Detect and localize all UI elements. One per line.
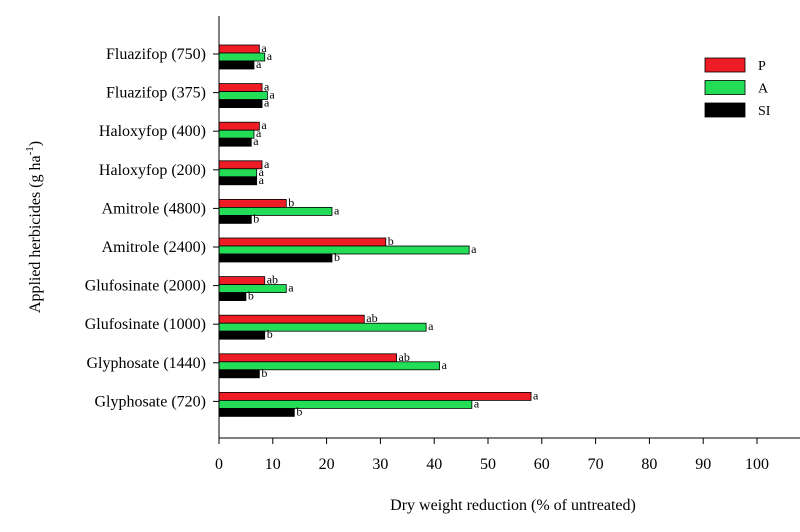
x-tick-label: 0 <box>215 456 223 473</box>
significance-letter: a <box>253 134 259 148</box>
bar-p <box>218 44 260 54</box>
bar-si <box>218 176 258 186</box>
bar-p <box>218 160 263 170</box>
axes <box>218 16 800 439</box>
significance-letter: b <box>248 289 254 303</box>
category-label: Haloxyfop (200) <box>99 162 206 179</box>
significance-letter: a <box>259 173 265 187</box>
significance-letter: b <box>296 404 302 418</box>
significance-letter: ab <box>399 350 410 364</box>
bar-p <box>218 353 397 363</box>
bars <box>218 44 532 417</box>
bar-p <box>218 276 266 286</box>
bar-si <box>218 137 252 147</box>
significance-letter: ab <box>366 311 377 325</box>
significance-letter: a <box>288 281 294 295</box>
bar-si <box>218 214 252 224</box>
significance-letter: a <box>256 57 262 71</box>
significance-letter: a <box>269 88 275 102</box>
category-labels: Fluazifop (750) Fluazifop (375) Haloxyfop … <box>85 46 219 410</box>
bar-p <box>218 121 260 131</box>
category-label: Fluazifop (750) <box>106 46 206 63</box>
significance-letter: a <box>256 126 262 140</box>
bar-a <box>218 91 268 100</box>
y-axis-title-close: ) <box>27 141 44 146</box>
bar-p <box>218 314 365 324</box>
significance-letter: b <box>253 211 259 225</box>
significance-letter: a <box>471 242 477 256</box>
bar-p <box>218 237 387 247</box>
significance-letter: a <box>334 203 340 217</box>
significance-letter: a <box>267 49 273 63</box>
bar-si <box>218 99 263 108</box>
category-label: Glufosinate (2000) <box>85 278 206 295</box>
significance-letter: a <box>264 80 270 94</box>
category-label: Haloxyfop (400) <box>99 123 206 140</box>
bar-a <box>218 245 470 255</box>
category-label: Amitrole (4800) <box>102 200 206 217</box>
legend-swatch-a <box>704 80 746 95</box>
legend-label-a: A <box>758 82 769 97</box>
bar-si <box>218 253 333 263</box>
legend: PA SI <box>704 57 771 119</box>
bar-si <box>218 330 266 340</box>
significance-letter: a <box>259 165 265 179</box>
bar-si <box>218 369 260 379</box>
bar-p <box>218 83 263 92</box>
y-axis-title-superscript: -1 <box>24 146 36 155</box>
bar-si <box>218 60 255 70</box>
significance-letter: b <box>261 366 267 380</box>
bar-p <box>218 198 287 208</box>
bar-a <box>218 168 258 178</box>
significance-letter: a <box>261 118 267 132</box>
bar-a <box>218 399 473 409</box>
significance-letter: a <box>442 358 448 372</box>
significance-letter: a <box>261 41 267 55</box>
x-ticks: 0 10 20 30 40 50 60 70 80 90 100 <box>215 438 769 473</box>
significance-letter: a <box>474 396 480 410</box>
x-tick-label: 90 <box>695 456 711 473</box>
significance-letter: ab <box>267 273 278 287</box>
legend-swatch-si <box>704 102 746 118</box>
significance-letter: a <box>264 157 270 171</box>
bar-a <box>218 206 333 216</box>
bar-si <box>218 292 247 302</box>
significance-letter: a <box>264 96 270 110</box>
category-label: Glufosinate (1000) <box>85 316 206 333</box>
significance-letter: b <box>334 250 340 264</box>
x-tick-label: 40 <box>426 456 442 473</box>
x-tick-label: 50 <box>480 456 496 473</box>
bar-p <box>218 391 532 401</box>
x-tick-label: 20 <box>319 456 335 473</box>
legend-swatch-p <box>704 57 746 73</box>
category-label: Glyphosate (720) <box>94 393 206 410</box>
category-label: Glyphosate (1440) <box>86 355 206 372</box>
category-label: Fluazifop (375) <box>106 85 206 102</box>
significance-letter: a <box>533 388 539 402</box>
significance-letter: b <box>267 327 273 341</box>
x-tick-label: 60 <box>534 456 550 473</box>
x-tick-label: 70 <box>588 456 604 473</box>
significance-letter: b <box>388 234 394 248</box>
significance-letter: b <box>288 195 294 209</box>
x-tick-label: 10 <box>265 456 281 473</box>
bar-si <box>218 407 295 417</box>
category-label: Amitrole (2400) <box>102 239 206 256</box>
x-tick-label: 30 <box>372 456 388 473</box>
bar-a <box>218 129 255 139</box>
significance-letter: a <box>428 319 434 333</box>
y-axis-title: Applied herbicides (g ha-1) <box>24 141 44 313</box>
legend-label-p: P <box>758 59 766 74</box>
legend-label-si: SI <box>758 104 771 119</box>
x-axis-title: Dry weight reduction (% of untreated) <box>390 497 636 514</box>
x-tick-label: 80 <box>641 456 657 473</box>
x-tick-label: 100 <box>745 456 769 473</box>
y-axis-title-main: Applied herbicides (g ha <box>27 155 44 313</box>
bar-a <box>218 322 427 332</box>
